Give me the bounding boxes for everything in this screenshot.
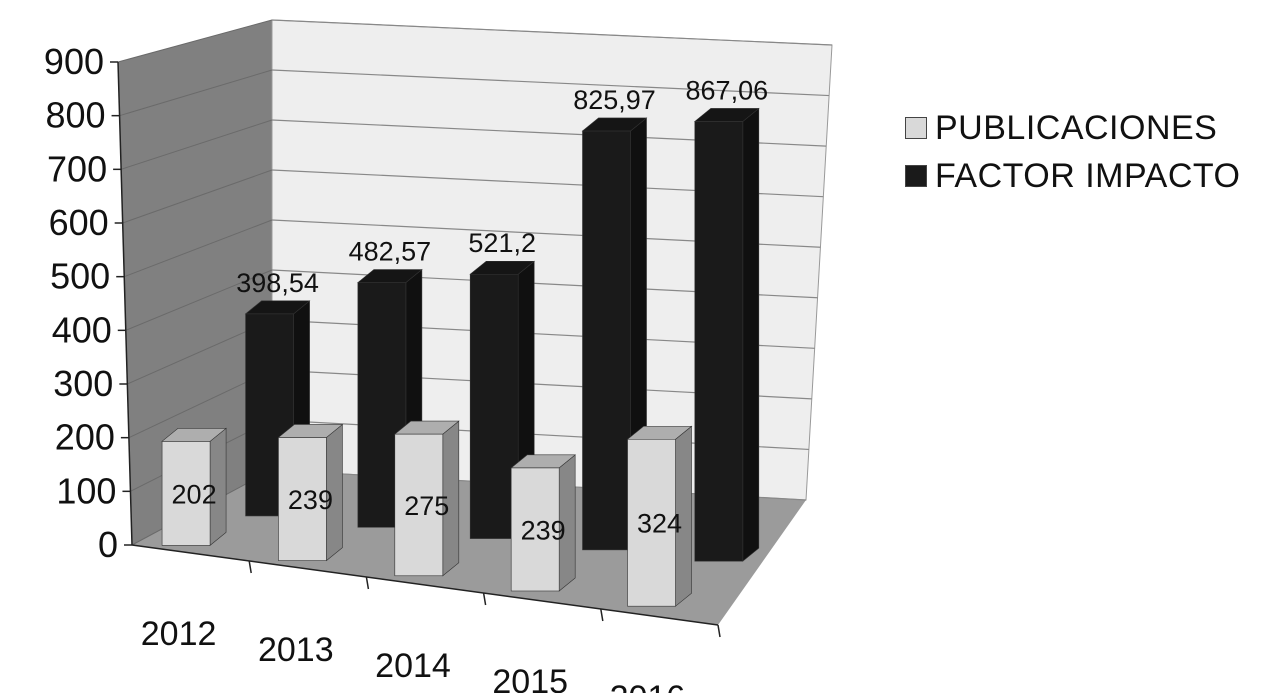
gridline-back — [271, 19, 833, 46]
bars — [161, 107, 760, 607]
bar-publicaciones — [277, 423, 344, 562]
x-tick-mark — [482, 592, 487, 606]
x-tick-label: 2016 — [610, 679, 686, 693]
gridline-side — [119, 69, 273, 117]
x-tick-mark — [365, 576, 370, 590]
bar-publicaciones — [626, 425, 693, 607]
data-label-factor-impacto: 398,54 — [236, 268, 319, 298]
x-tick-label: 2015 — [492, 663, 568, 693]
data-label-factor-impacto: 867,06 — [686, 75, 769, 105]
legend-item-factor-impacto: FACTOR IMPACTO — [905, 152, 1240, 200]
y-tick-label: 100 — [56, 470, 116, 511]
x-tick-mark — [717, 624, 721, 638]
legend-swatch-factor-impacto — [905, 165, 927, 187]
data-label-publicaciones: 324 — [637, 509, 682, 539]
y-tick-label: 300 — [53, 363, 113, 404]
bar-publicaciones — [510, 454, 577, 592]
y-axis: 0 100 200 300 400 500 600 700 800 900 — [44, 41, 133, 565]
data-label-publicaciones: 239 — [288, 485, 333, 515]
y-tick-label: 400 — [52, 309, 112, 350]
y-tick-label: 900 — [44, 41, 104, 82]
data-label-factor-impacto: 521,2 — [468, 228, 536, 258]
y-axis-line — [117, 61, 133, 546]
legend-swatch-publicaciones — [905, 117, 927, 139]
y-tick-label: 700 — [47, 148, 107, 189]
bar-publicaciones — [393, 420, 460, 577]
gridline-back — [271, 69, 830, 97]
gridline-side — [120, 119, 273, 170]
legend: PUBLICACIONES FACTOR IMPACTO — [905, 104, 1240, 200]
data-label-publicaciones: 275 — [404, 491, 449, 521]
bar-publicaciones — [161, 427, 227, 547]
bar-factor-impacto — [693, 107, 760, 562]
x-axis: 2012 2013 2014 2015 2016 — [131, 544, 721, 693]
gridline-side — [122, 169, 273, 224]
x-tick-label: 2014 — [375, 647, 451, 685]
y-tick-label: 500 — [50, 256, 110, 297]
data-label-publicaciones: 202 — [172, 479, 217, 509]
data-labels: 398,54 482,57 521,2 825,97 867,06 202 239 275 23… — [172, 75, 769, 545]
data-label-factor-impacto: 825,97 — [573, 85, 656, 115]
gridline-side — [125, 269, 273, 331]
y-tick-label: 600 — [49, 202, 109, 243]
x-tick-label: 2012 — [141, 615, 217, 653]
y-tick-label: 200 — [55, 417, 115, 458]
legend-label-publicaciones: PUBLICACIONES — [935, 108, 1218, 147]
legend-item-publicaciones: PUBLICACIONES — [905, 104, 1240, 152]
left-wall — [118, 20, 272, 545]
x-axis-line — [131, 544, 719, 626]
data-label-factor-impacto: 482,57 — [349, 237, 432, 267]
x-tick-label: 2013 — [258, 631, 334, 669]
x-tick-mark — [248, 560, 252, 574]
data-label-publicaciones: 239 — [521, 515, 566, 545]
y-tick-label: 0 — [98, 524, 118, 565]
x-tick-mark — [600, 608, 604, 622]
legend-label-factor-impacto: FACTOR IMPACTO — [935, 156, 1241, 195]
gridline-side — [117, 19, 273, 63]
gridline-side — [124, 219, 273, 278]
y-tick-label: 800 — [45, 95, 105, 136]
